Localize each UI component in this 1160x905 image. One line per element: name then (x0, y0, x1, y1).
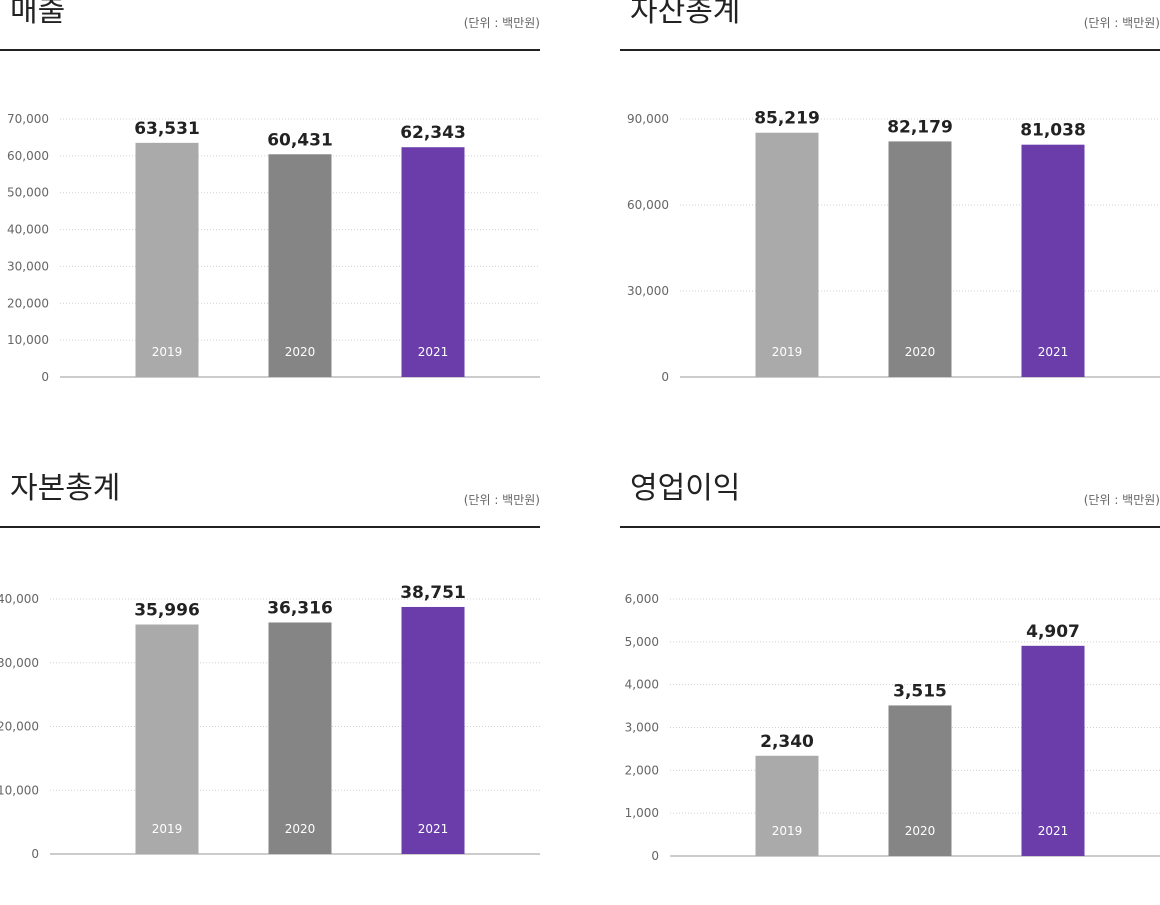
category-label: 2019 (152, 822, 183, 836)
bar-2021 (1021, 645, 1085, 856)
y-tick-label: 0 (661, 370, 669, 384)
y-tick-label: 20,000 (7, 296, 49, 310)
y-tick-label: 10,000 (7, 333, 49, 347)
data-label: 60,431 (267, 130, 333, 150)
y-tick-label: 5,000 (625, 635, 659, 649)
category-label: 2020 (905, 824, 936, 838)
bar-2020 (268, 154, 332, 377)
bar-chart-operating-profit: 0 1,000 2,000 3,000 4,000 5,000 6,000 2,340 2019… (625, 592, 1160, 863)
bar-2019 (755, 755, 819, 856)
category-label: 2021 (418, 345, 449, 359)
category-label: 2021 (1038, 824, 1069, 838)
category-label: 2021 (418, 822, 449, 836)
data-label: 3,515 (893, 681, 947, 701)
data-label: 35,996 (134, 601, 200, 621)
data-label: 38,751 (400, 583, 466, 603)
chart-title: 자산총계 (630, 0, 741, 29)
bar-2019 (135, 624, 199, 854)
y-tick-label: 6,000 (625, 592, 659, 606)
y-tick-label: 1,000 (625, 806, 659, 820)
unit-label: (단위 : 백만원) (463, 16, 540, 30)
y-tick-label: 3,000 (625, 721, 659, 735)
title-divider (620, 526, 1160, 528)
y-tick-label: 0 (651, 849, 659, 863)
category-label: 2019 (772, 824, 803, 838)
title-divider (0, 526, 540, 528)
bar-2020 (888, 705, 952, 856)
bar-2021 (401, 606, 465, 854)
chart-title: 매출 (10, 0, 66, 29)
title-divider (620, 49, 1160, 51)
bar-2020 (888, 141, 952, 377)
y-tick-label: 2,000 (625, 763, 659, 777)
y-tick-label: 60,000 (7, 149, 49, 163)
bar-2019 (755, 132, 819, 377)
y-tick-label: 0 (41, 370, 49, 384)
bar-chart-total-equity: 0 10,000 20,000 30,000 40,000 35,996 2019 36,31… (0, 583, 540, 861)
unit-label: (단위 : 백만원) (1083, 16, 1160, 30)
y-tick-label: 40,000 (0, 592, 39, 606)
category-label: 2019 (152, 345, 183, 359)
category-label: 2020 (285, 822, 316, 836)
chart-panel-sales: 매출 (단위 : 백만원) 0 10,000 20,000 30,000 40,000 5… (0, 0, 540, 420)
bar-chart-sales: 0 10,000 20,000 30,000 40,000 50,000 60,000 70,… (7, 112, 540, 384)
bar-2021 (401, 147, 465, 377)
title-divider (0, 49, 540, 51)
bar-2020 (268, 622, 332, 854)
y-tick-label: 70,000 (7, 112, 49, 126)
y-tick-label: 50,000 (7, 186, 49, 200)
bar-2019 (135, 142, 199, 377)
y-tick-label: 30,000 (7, 259, 49, 273)
y-tick-label: 10,000 (0, 783, 39, 797)
bar-2021 (1021, 144, 1085, 377)
data-label: 63,531 (134, 119, 200, 139)
data-label: 82,179 (887, 117, 953, 137)
unit-label: (단위 : 백만원) (463, 493, 540, 507)
category-label: 2020 (285, 345, 316, 359)
y-tick-label: 30,000 (0, 656, 39, 670)
category-label: 2019 (772, 345, 803, 359)
chart-panel-operating-profit: 영업이익 (단위 : 백만원) 0 1,000 2,000 3,000 4,000 5,0… (620, 471, 1160, 897)
y-tick-label: 90,000 (627, 112, 669, 126)
data-label: 62,343 (400, 123, 466, 143)
data-label: 81,038 (1020, 121, 1086, 141)
data-label: 2,340 (760, 732, 814, 752)
chart-panel-total-equity: 자본총계 (단위 : 백만원) 0 10,000 20,000 30,000 40,00… (0, 471, 540, 897)
y-tick-label: 30,000 (627, 284, 669, 298)
unit-label: (단위 : 백만원) (1083, 493, 1160, 507)
data-label: 85,219 (754, 109, 820, 129)
y-tick-label: 4,000 (625, 678, 659, 692)
bar-chart-total-assets: 0 30,000 60,000 90,000 85,219 2019 82,179 2020 8… (627, 109, 1160, 384)
category-label: 2020 (905, 345, 936, 359)
category-label: 2021 (1038, 345, 1069, 359)
chart-panel-total-assets: 자산총계 (단위 : 백만원) 0 30,000 60,000 90,000 85,21… (620, 0, 1160, 420)
y-tick-label: 20,000 (0, 720, 39, 734)
data-label: 36,316 (267, 598, 333, 618)
y-tick-label: 40,000 (7, 223, 49, 237)
chart-title: 자본총계 (10, 471, 121, 506)
y-tick-label: 0 (31, 847, 39, 861)
data-label: 4,907 (1026, 622, 1080, 642)
chart-title: 영업이익 (630, 471, 741, 506)
y-tick-label: 60,000 (627, 198, 669, 212)
